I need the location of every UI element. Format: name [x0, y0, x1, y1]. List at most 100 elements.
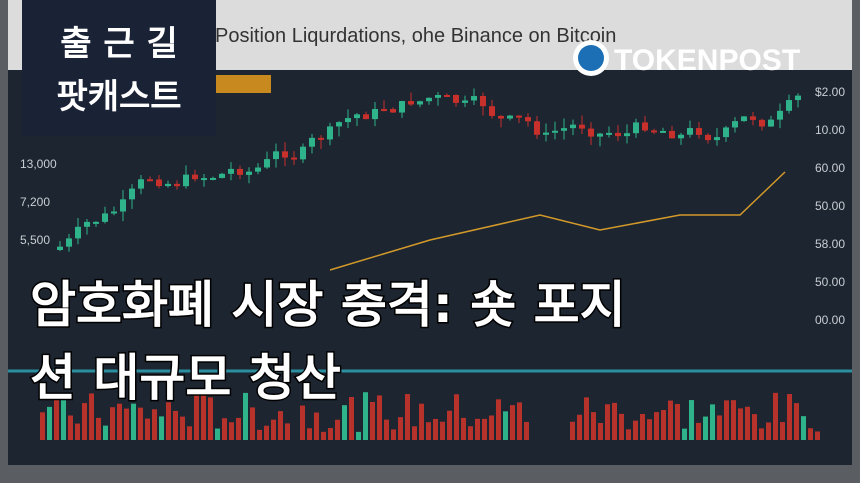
candle [255, 167, 261, 172]
mini-bar [605, 404, 610, 440]
candle [678, 134, 684, 139]
mini-bar [96, 417, 101, 440]
candle [426, 97, 432, 102]
candle [147, 179, 153, 182]
mini-bar [696, 422, 701, 440]
mini-bar [215, 428, 220, 440]
mini-bar [47, 406, 52, 440]
candle [696, 128, 702, 135]
mini-bar [356, 431, 361, 440]
candle [552, 130, 558, 133]
mini-bar [794, 403, 799, 440]
mini-bar [626, 429, 631, 440]
axis-label: 5,500 [20, 233, 50, 247]
mini-bar [391, 429, 396, 440]
candle [453, 95, 459, 103]
candle [102, 213, 108, 222]
candle [183, 174, 189, 187]
mini-bar [342, 405, 347, 440]
mini-bar [482, 418, 487, 440]
background-title: Position Liqurdations, ohe Binance on Bi… [215, 25, 616, 47]
candle [606, 132, 612, 135]
candle [507, 115, 513, 119]
mini-bar [426, 422, 431, 440]
candle [615, 132, 621, 137]
mini-bar [647, 419, 652, 440]
axis-label: 13,000 [20, 157, 57, 171]
badge [22, 0, 216, 136]
candle [597, 133, 603, 137]
mini-bar [419, 403, 424, 440]
mini-bar [570, 421, 575, 440]
headline: 션 대규모 청산 [30, 349, 341, 407]
candle [498, 115, 504, 119]
mini-bar [703, 416, 708, 440]
candle [372, 109, 378, 120]
mini-bar [54, 394, 59, 440]
mini-bar [152, 409, 157, 440]
candle [93, 221, 99, 224]
candle [759, 119, 765, 127]
mini-bar [724, 400, 729, 440]
mini-bar [257, 429, 262, 440]
mini-bar [454, 394, 459, 440]
candle [336, 122, 342, 127]
background-chart: 13,000 7,200 5,500 $2.00 10.00 60.00 50.00 58.0… [20, 75, 845, 440]
mini-bar [40, 412, 45, 440]
candle [354, 114, 360, 119]
candle [741, 116, 747, 122]
candle [777, 110, 783, 120]
candle [120, 199, 126, 212]
trend-line [329, 171, 786, 271]
candle [750, 116, 756, 120]
axis-label: 7,200 [20, 195, 50, 209]
mini-bar [173, 410, 178, 440]
mini-bar [131, 403, 136, 440]
candle [723, 127, 729, 138]
mini-bar [598, 423, 603, 440]
candle [471, 96, 477, 101]
candle [201, 178, 207, 181]
candle [570, 124, 576, 129]
candle [480, 96, 486, 107]
candle [129, 188, 135, 200]
axis-label: 50.00 [815, 275, 845, 289]
mini-bar [675, 403, 680, 440]
candle [84, 221, 90, 227]
mini-bar [489, 415, 494, 440]
mini-bar [398, 417, 403, 440]
mini-bar [815, 431, 820, 440]
logo-text: TOKENPOST [614, 44, 800, 77]
mini-bar [145, 418, 150, 440]
mini-bar [619, 413, 624, 440]
mini-bar [640, 413, 645, 440]
mini-bar [759, 428, 764, 440]
mini-bar [187, 426, 192, 440]
mini-bar [377, 395, 382, 440]
candle [75, 226, 81, 239]
candle [660, 130, 666, 133]
mini-bar [405, 394, 410, 440]
candle [516, 115, 522, 118]
mini-bar [433, 418, 438, 440]
candle [237, 168, 243, 175]
candle [714, 137, 720, 141]
mini-bar [468, 426, 473, 440]
candle [786, 100, 792, 111]
candle [174, 183, 180, 187]
mini-bar [82, 403, 87, 440]
candle [435, 95, 441, 98]
mini-bar [328, 428, 333, 440]
candle [534, 121, 540, 135]
candle [633, 122, 639, 134]
mini-bar [370, 401, 375, 440]
mini-bar [208, 397, 213, 440]
mini-bar [75, 423, 80, 440]
candle [318, 137, 324, 140]
mini-bar [766, 422, 771, 440]
axis-label: 60.00 [815, 161, 845, 175]
candle [300, 146, 306, 160]
mini-bar [278, 411, 283, 440]
candle [408, 101, 414, 105]
candle [273, 151, 279, 160]
